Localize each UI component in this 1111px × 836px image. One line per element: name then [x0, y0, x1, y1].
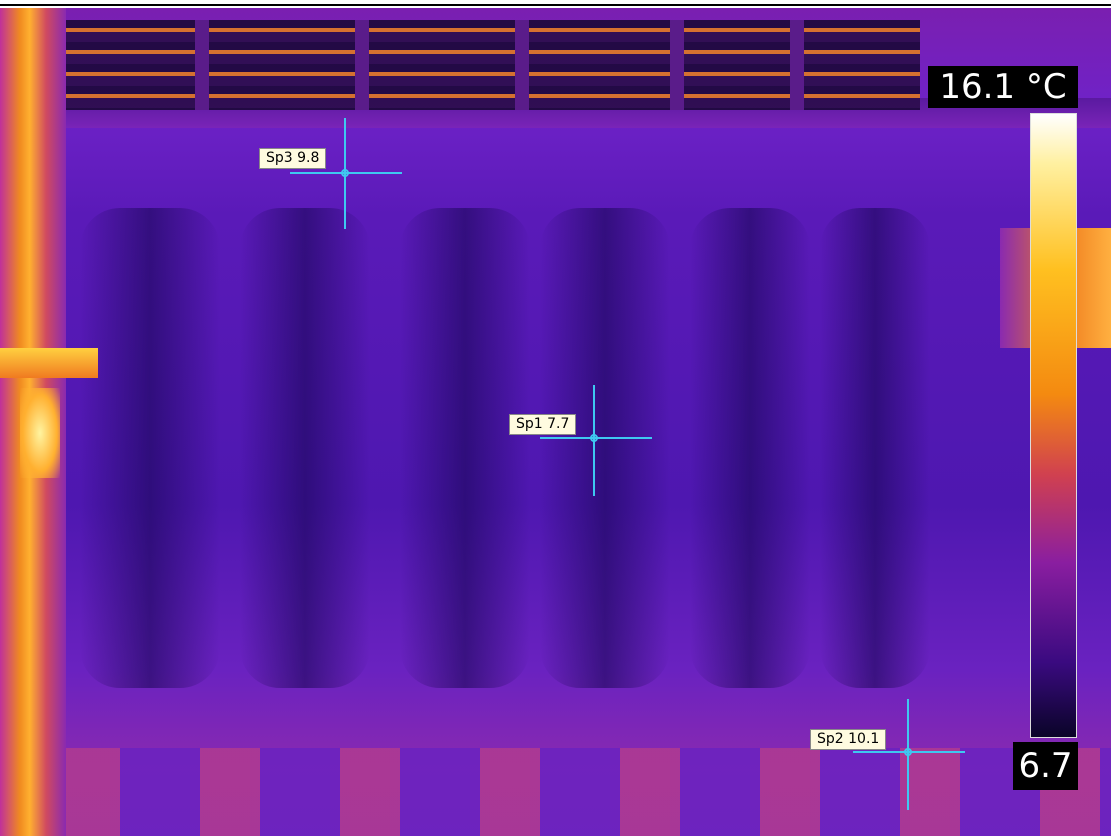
scale-min: 6.7: [1013, 742, 1078, 790]
thermal-viewer: Sp3 9.8 Sp1 7.7 Sp2 10.1 16.1 °C 6.7 (()…: [0, 0, 1111, 836]
spot-label: Sp1 7.7: [509, 414, 576, 435]
color-scale: [1030, 113, 1077, 738]
scale-max: 16.1 °C: [928, 66, 1078, 108]
spot-label: Sp2 10.1: [810, 729, 886, 750]
spot-label: Sp3 9.8: [259, 148, 326, 169]
frame: Sp3 9.8 Sp1 7.7 Sp2 10.1 16.1 °C 6.7: [0, 0, 1111, 836]
